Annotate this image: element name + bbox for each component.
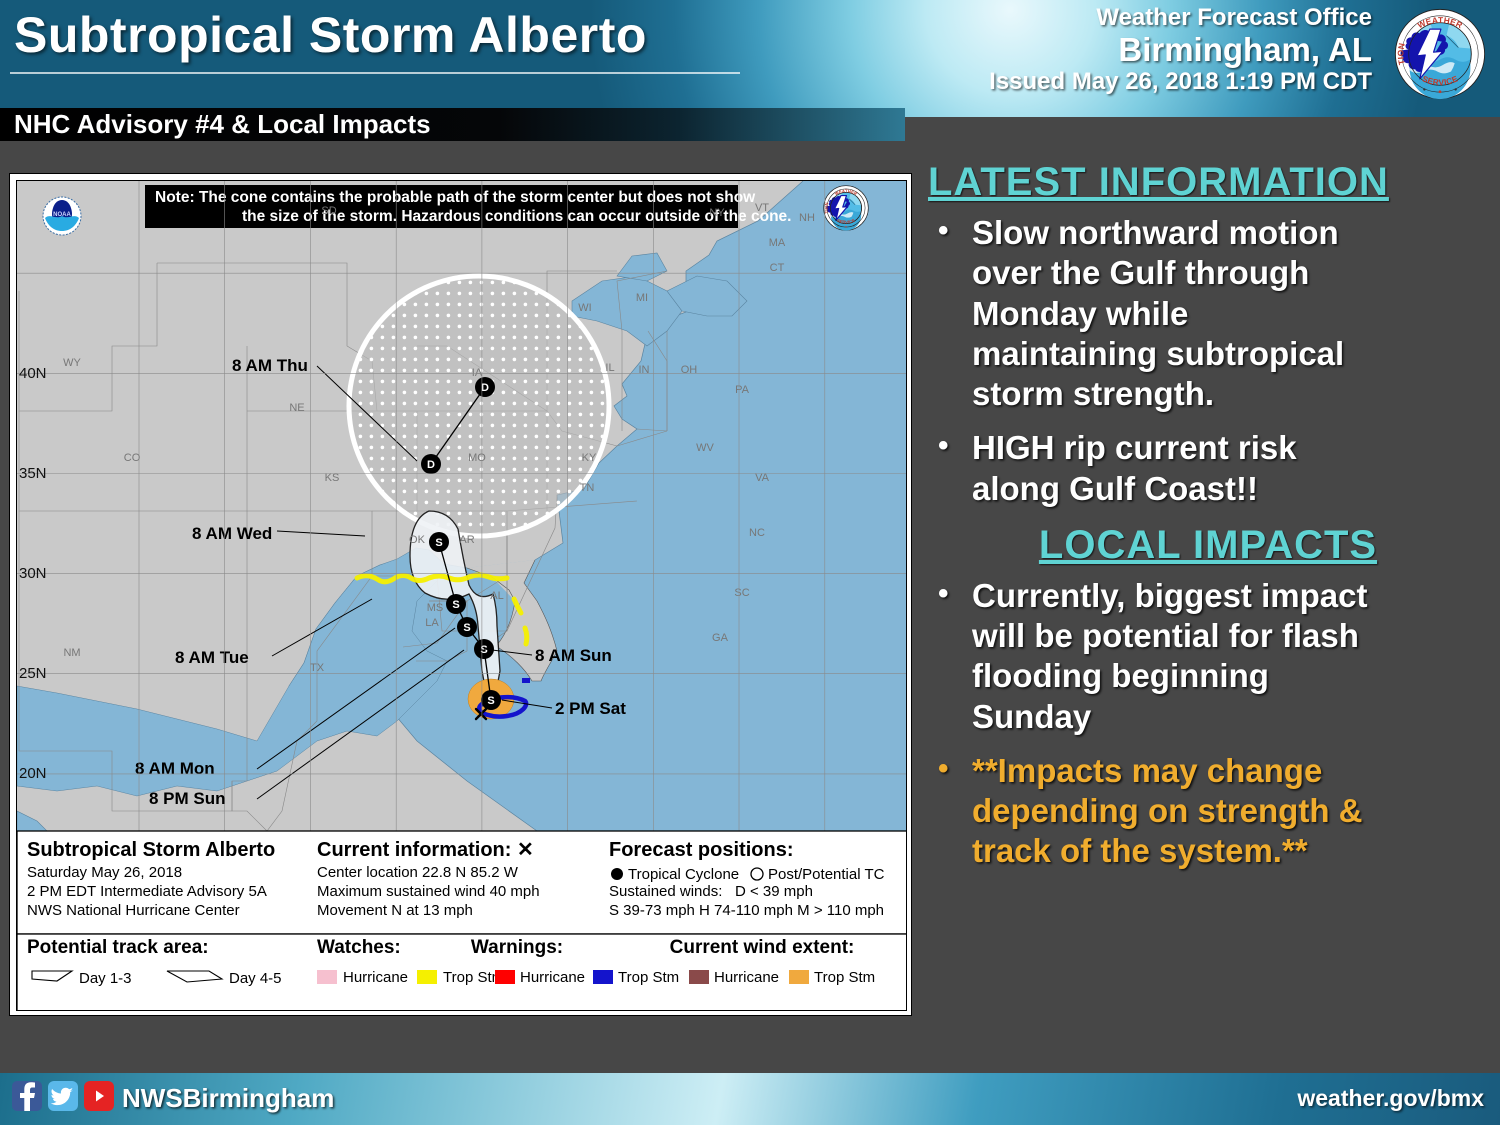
svg-text:OK: OK <box>409 534 426 546</box>
svg-text:WY: WY <box>63 357 81 369</box>
svg-text:20N: 20N <box>19 765 47 782</box>
svg-text:NH: NH <box>799 212 815 224</box>
svg-text:Post/Potential TC: Post/Potential TC <box>768 866 885 883</box>
svg-text:Trop Stm: Trop Stm <box>814 969 875 986</box>
svg-text:40N: 40N <box>19 365 47 382</box>
svg-text:30N: 30N <box>19 565 47 582</box>
svg-text:S: S <box>435 537 442 549</box>
svg-text:Hurricane: Hurricane <box>520 969 585 986</box>
svg-text:Watches:: Watches: <box>317 937 401 958</box>
svg-text:8 AM Sun: 8 AM Sun <box>535 646 612 665</box>
svg-text:8 AM Tue: 8 AM Tue <box>175 648 249 667</box>
svg-text:8 AM Mon: 8 AM Mon <box>135 759 215 778</box>
svg-text:D: D <box>481 382 489 394</box>
svg-text:Hurricane: Hurricane <box>343 969 408 986</box>
svg-text:VT: VT <box>755 202 769 214</box>
svg-text:GA: GA <box>712 632 729 644</box>
svg-text:Trop Stm: Trop Stm <box>618 969 679 986</box>
svg-text:MI: MI <box>636 292 648 304</box>
svg-text:Sustained winds:: Sustained winds: <box>609 883 722 900</box>
svg-text:IL: IL <box>605 362 614 374</box>
svg-text:Potential track area:: Potential track area: <box>27 937 209 958</box>
svg-text:WV: WV <box>696 442 714 454</box>
svg-text:Maximum sustained wind 40 mph: Maximum sustained wind 40 mph <box>317 883 540 900</box>
svg-text:D: D <box>427 459 435 471</box>
svg-text:TX: TX <box>310 662 325 674</box>
svg-text:SD: SD <box>321 205 336 217</box>
svg-text:PA: PA <box>735 384 750 396</box>
svg-text:S: S <box>480 644 487 656</box>
svg-text:Note: The cone contains the pr: Note: The cone contains the probable pat… <box>155 189 756 206</box>
svg-text:Forecast positions:: Forecast positions: <box>609 839 793 861</box>
svg-text:NM: NM <box>63 647 80 659</box>
svg-text:KY: KY <box>582 452 597 464</box>
svg-text:WI: WI <box>578 302 591 314</box>
svg-text:IN: IN <box>639 364 650 376</box>
svg-text:8 AM Thu: 8 AM Thu <box>232 356 308 375</box>
svg-text:S: S <box>463 622 470 634</box>
svg-text:Warnings:: Warnings: <box>471 937 563 958</box>
svg-text:OH: OH <box>681 364 698 376</box>
svg-text:8 PM Sun: 8 PM Sun <box>149 789 226 808</box>
svg-text:MS: MS <box>427 602 444 614</box>
svg-text:Day 4-5: Day 4-5 <box>229 970 282 987</box>
svg-text:TN: TN <box>580 482 595 494</box>
svg-text:MO: MO <box>468 452 486 464</box>
svg-text:25N: 25N <box>19 665 47 682</box>
svg-text:AR: AR <box>459 534 474 546</box>
svg-text:Center location 22.8 N 85.2 W: Center location 22.8 N 85.2 W <box>317 864 519 881</box>
svg-text:Movement N at 13 mph: Movement N at 13 mph <box>317 902 473 919</box>
svg-text:S: S <box>452 599 459 611</box>
svg-text:Day 1-3: Day 1-3 <box>79 970 132 987</box>
svg-text:NWS National Hurricane Center: NWS National Hurricane Center <box>27 902 240 919</box>
svg-text:D < 39 mph: D < 39 mph <box>735 883 813 900</box>
svg-text:Tropical Cyclone: Tropical Cyclone <box>628 866 739 883</box>
svg-text:2 PM Sat: 2 PM Sat <box>555 699 626 718</box>
svg-text:NC: NC <box>749 527 765 539</box>
svg-text:CO: CO <box>124 452 141 464</box>
svg-text:Current wind extent:: Current wind extent: <box>670 937 855 958</box>
svg-text:Trop Stm: Trop Stm <box>443 969 504 986</box>
svg-text:S: S <box>487 695 494 707</box>
svg-text:Hurricane: Hurricane <box>714 969 779 986</box>
svg-text:Subtropical Storm Alberto: Subtropical Storm Alberto <box>27 839 275 861</box>
svg-text:2 PM EDT Intermediate Advisory: 2 PM EDT Intermediate Advisory 5A <box>27 883 267 900</box>
svg-text:Saturday May 26, 2018: Saturday May 26, 2018 <box>27 864 182 881</box>
svg-text:NY: NY <box>709 207 725 219</box>
svg-text:35N: 35N <box>19 465 47 482</box>
svg-text:S 39-73 mph H 74-110 mph M >: S 39-73 mph H 74-110 mph M > 110 mph <box>609 902 884 919</box>
svg-text:LA: LA <box>425 617 439 629</box>
svg-text:NE: NE <box>289 402 304 414</box>
svg-text:Current information: ✕: Current information: ✕ <box>317 839 534 861</box>
svg-text:SC: SC <box>734 587 749 599</box>
svg-text:8 AM Wed: 8 AM Wed <box>192 524 272 543</box>
svg-text:CT: CT <box>770 262 785 274</box>
svg-text:MA: MA <box>769 237 786 249</box>
svg-text:NOAA: NOAA <box>53 212 71 218</box>
svg-text:AL: AL <box>490 590 503 602</box>
